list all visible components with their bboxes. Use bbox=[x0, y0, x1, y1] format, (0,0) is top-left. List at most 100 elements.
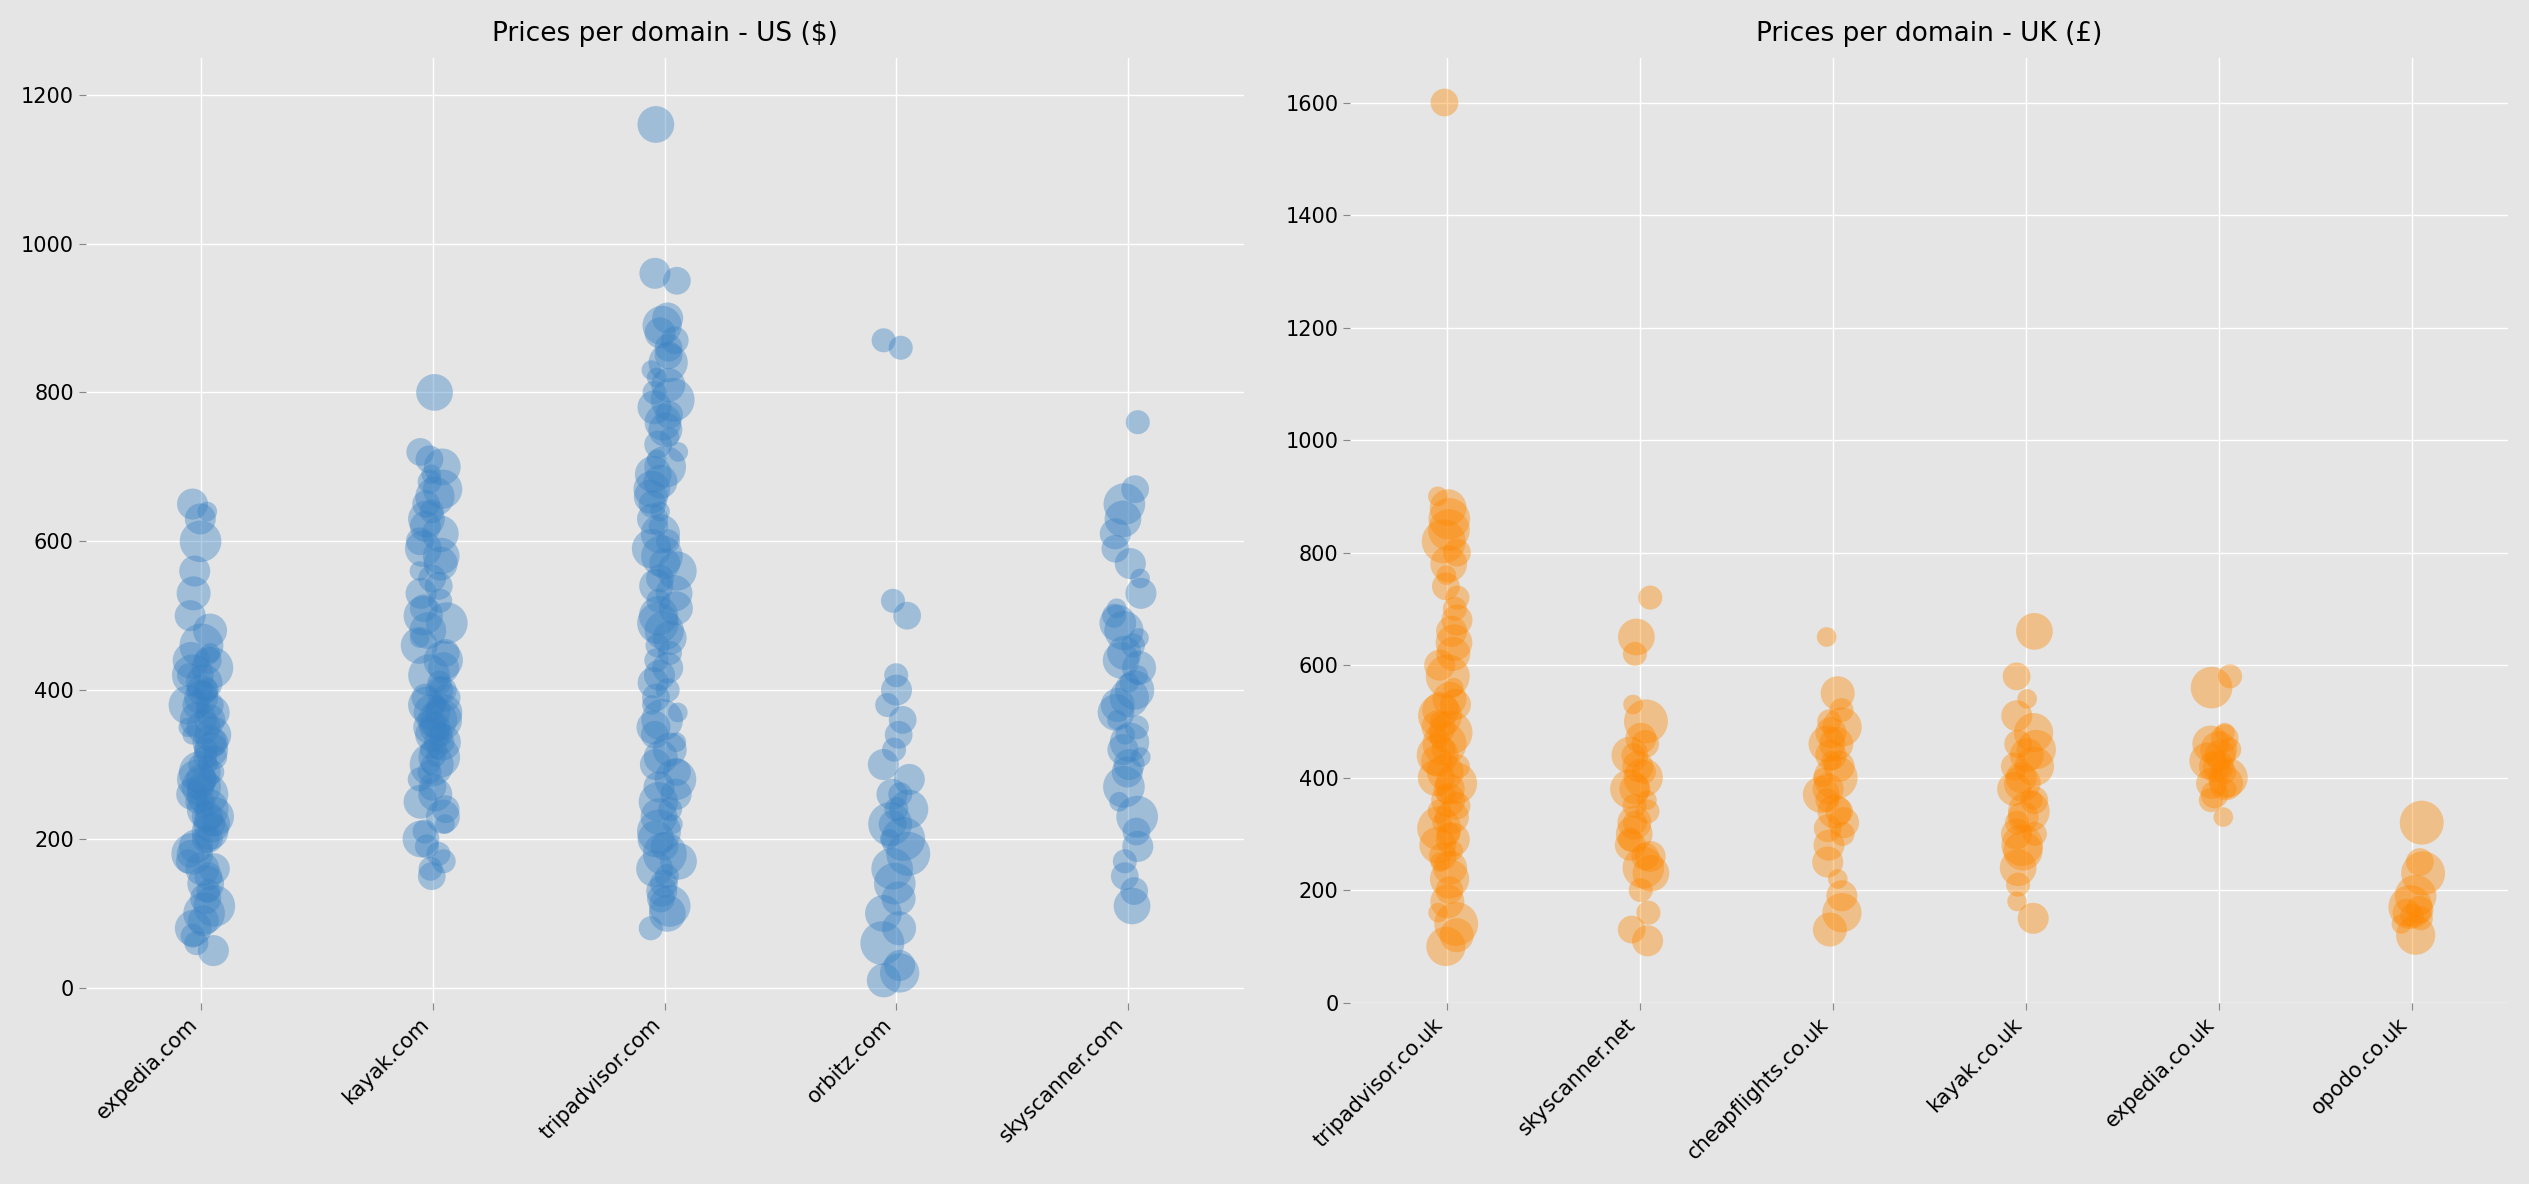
Point bbox=[2013, 791, 2054, 810]
Point bbox=[1436, 914, 1477, 933]
Point bbox=[177, 695, 217, 714]
Point bbox=[2392, 906, 2433, 925]
Point bbox=[427, 613, 468, 632]
Point bbox=[2200, 746, 2241, 765]
Point bbox=[1624, 768, 1664, 787]
Point bbox=[400, 830, 440, 849]
Point bbox=[640, 570, 680, 588]
Point bbox=[1808, 819, 1849, 838]
Point bbox=[172, 726, 212, 745]
Point bbox=[1621, 881, 1662, 900]
Point bbox=[2382, 914, 2423, 933]
Point bbox=[185, 874, 225, 893]
Point bbox=[420, 747, 460, 766]
Point bbox=[1614, 813, 1654, 832]
Point bbox=[1436, 797, 1477, 816]
Point bbox=[1429, 881, 1469, 900]
Point bbox=[1118, 665, 1158, 684]
Point bbox=[647, 375, 688, 394]
Point bbox=[2208, 740, 2248, 759]
Point bbox=[1806, 628, 1846, 646]
Point bbox=[417, 740, 458, 759]
Point bbox=[1998, 875, 2038, 894]
Point bbox=[1103, 740, 1143, 759]
Point bbox=[405, 599, 445, 618]
Point bbox=[1429, 509, 1469, 528]
Point bbox=[1421, 701, 1462, 720]
Point bbox=[1626, 932, 1667, 951]
Point bbox=[422, 658, 463, 677]
Point bbox=[402, 606, 443, 625]
Point bbox=[870, 815, 910, 834]
Point bbox=[1818, 869, 1859, 888]
Point bbox=[890, 770, 931, 789]
Point bbox=[190, 822, 230, 841]
Point bbox=[1105, 495, 1146, 514]
Point bbox=[1118, 629, 1158, 648]
Point bbox=[2198, 757, 2238, 776]
Point bbox=[1995, 707, 2036, 726]
Point bbox=[647, 681, 688, 700]
Point bbox=[182, 681, 223, 700]
Point bbox=[420, 547, 460, 566]
Point bbox=[637, 517, 678, 536]
Point bbox=[410, 860, 450, 879]
Point bbox=[175, 837, 215, 856]
Point bbox=[1436, 757, 1477, 776]
Point bbox=[1624, 762, 1664, 781]
Point bbox=[185, 674, 225, 693]
Point bbox=[1619, 757, 1659, 776]
Point bbox=[630, 487, 670, 506]
Point bbox=[1108, 762, 1148, 781]
Point bbox=[182, 636, 223, 655]
Point bbox=[1120, 747, 1161, 766]
Point bbox=[420, 525, 460, 543]
Point bbox=[888, 844, 928, 863]
Point bbox=[640, 747, 680, 766]
Point bbox=[1095, 703, 1136, 722]
Point bbox=[1105, 851, 1146, 870]
Point bbox=[867, 695, 908, 714]
Point bbox=[1811, 723, 1851, 742]
Point bbox=[1626, 791, 1667, 810]
Point bbox=[1811, 752, 1851, 771]
Point bbox=[185, 889, 225, 908]
Point bbox=[1105, 867, 1146, 886]
Point bbox=[1436, 611, 1477, 630]
Point bbox=[1429, 779, 1469, 798]
Point bbox=[1614, 779, 1654, 798]
Point bbox=[187, 807, 228, 826]
Point bbox=[650, 629, 690, 648]
Point bbox=[187, 867, 228, 886]
Point bbox=[1434, 633, 1474, 652]
Point bbox=[187, 882, 228, 901]
Point bbox=[1115, 480, 1156, 498]
Point bbox=[420, 554, 460, 573]
Point bbox=[2013, 622, 2054, 641]
Point bbox=[632, 495, 673, 514]
Point bbox=[1426, 937, 1467, 955]
Point bbox=[2195, 757, 2236, 776]
Point bbox=[1416, 768, 1457, 787]
Point bbox=[190, 643, 230, 662]
Point bbox=[187, 502, 228, 521]
Point bbox=[1118, 718, 1158, 736]
Point bbox=[195, 860, 235, 879]
Point bbox=[640, 822, 680, 841]
Point bbox=[415, 747, 455, 766]
Point bbox=[1429, 869, 1469, 888]
Point bbox=[637, 606, 678, 625]
Point bbox=[1100, 792, 1141, 811]
Point bbox=[1808, 712, 1849, 731]
Point bbox=[1821, 903, 1861, 922]
Point bbox=[1431, 830, 1472, 849]
Point bbox=[1616, 628, 1656, 646]
Point bbox=[2003, 842, 2043, 861]
Point bbox=[2013, 909, 2054, 928]
Point bbox=[658, 851, 698, 870]
Point bbox=[640, 502, 680, 521]
Point bbox=[1614, 746, 1654, 765]
Point bbox=[645, 420, 685, 439]
Point bbox=[1614, 695, 1654, 714]
Point bbox=[1808, 791, 1849, 810]
